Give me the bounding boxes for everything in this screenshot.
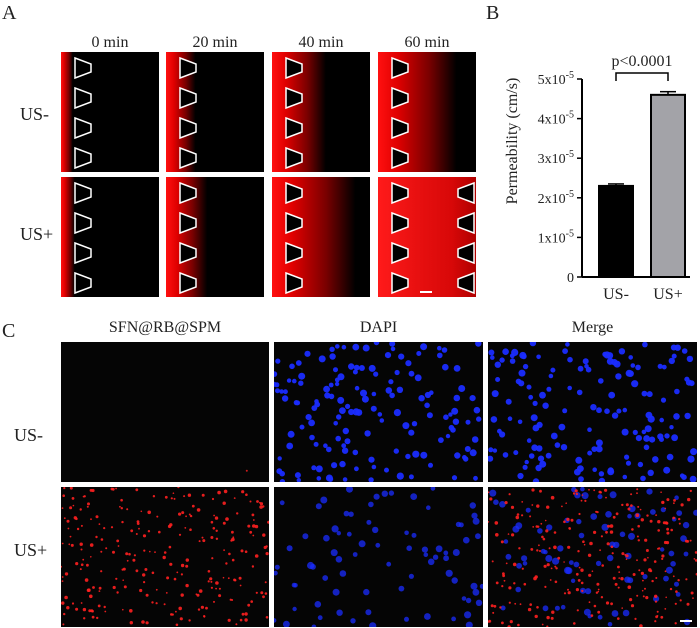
- diffusion-tile: [61, 177, 159, 297]
- well-marker-icon: [457, 211, 475, 235]
- well-marker-icon: [391, 181, 409, 205]
- fluorescence-tile: [488, 487, 697, 627]
- significance-label: p<0.0001: [611, 53, 672, 70]
- bar-us-minus: [598, 184, 634, 278]
- x-tick-label: US+: [653, 286, 682, 303]
- well-marker-icon: [285, 241, 303, 265]
- well-marker-icon: [179, 146, 197, 170]
- fluorescence-tile: [274, 487, 483, 627]
- diffusion-tile: [61, 52, 159, 172]
- y-tick-label: 5x10-5: [538, 70, 574, 88]
- well-marker-icon: [74, 271, 92, 295]
- row-label-c-us-minus: US-: [14, 425, 44, 445]
- well-marker-icon: [179, 116, 197, 140]
- well-marker-icon: [179, 211, 197, 235]
- col-label-sfn: SFN@RB@SPM: [108, 319, 222, 336]
- well-marker-icon: [285, 86, 303, 110]
- row-label-us-minus: US-: [20, 104, 50, 124]
- diffusion-tile: [378, 177, 476, 297]
- time-label-40: 40 min: [298, 34, 344, 51]
- time-label-0: 0 min: [91, 34, 129, 51]
- well-marker-icon: [74, 116, 92, 140]
- col-label-merge: Merge: [571, 319, 614, 336]
- well-marker-icon: [179, 181, 197, 205]
- fluorescence-tile: [61, 342, 269, 482]
- bar-us-plus: [650, 93, 686, 279]
- well-marker-icon: [457, 241, 475, 265]
- fluorescence-tile: [488, 342, 697, 482]
- row-label-us-plus: US+: [20, 224, 54, 244]
- y-tick-label: 0: [567, 271, 574, 286]
- y-tick-label: 2x10-5: [538, 189, 574, 207]
- time-label-20: 20 min: [192, 34, 238, 51]
- well-marker-icon: [74, 86, 92, 110]
- panel-c-letter: C: [2, 320, 16, 342]
- well-marker-icon: [285, 56, 303, 80]
- scale-bar-a: [420, 291, 432, 293]
- fluorescence-tile: [274, 342, 483, 482]
- well-marker-icon: [285, 181, 303, 205]
- well-marker-icon: [74, 146, 92, 170]
- panel-a-letter: A: [2, 2, 17, 24]
- row-label-c-us-plus: US+: [14, 540, 48, 560]
- significance-bracket: [615, 72, 669, 81]
- well-marker-icon: [391, 211, 409, 235]
- well-marker-icon: [179, 241, 197, 265]
- well-marker-icon: [179, 271, 197, 295]
- diffusion-tile: [378, 52, 476, 172]
- well-marker-icon: [74, 211, 92, 235]
- well-marker-icon: [391, 56, 409, 80]
- panel-b-letter: B: [486, 2, 500, 24]
- well-marker-icon: [285, 211, 303, 235]
- time-label-60: 60 min: [404, 34, 450, 51]
- well-marker-icon: [74, 181, 92, 205]
- well-marker-icon: [179, 86, 197, 110]
- well-marker-icon: [179, 56, 197, 80]
- y-tick-label: 1x10-5: [538, 228, 574, 246]
- permeability-bar-chart: 0 1x10-5 2x10-5 3x10-5 4x10-5 5x10-5 US- US+ p<0…: [538, 53, 690, 303]
- well-marker-icon: [74, 56, 92, 80]
- col-label-dapi: DAPI: [359, 319, 398, 336]
- fluorescence-tile: [61, 487, 269, 627]
- well-marker-icon: [74, 241, 92, 265]
- diffusion-tile: [272, 177, 370, 297]
- y-tick-label: 4x10-5: [538, 110, 574, 128]
- y-tick-label: 3x10-5: [538, 149, 574, 167]
- well-marker-icon: [391, 271, 409, 295]
- well-marker-icon: [391, 146, 409, 170]
- x-tick-label: US-: [603, 286, 629, 303]
- diffusion-tile: [272, 52, 370, 172]
- diffusion-tile: [166, 52, 264, 172]
- well-marker-icon: [285, 271, 303, 295]
- well-marker-icon: [391, 86, 409, 110]
- well-marker-icon: [391, 116, 409, 140]
- well-marker-icon: [285, 146, 303, 170]
- scale-bar-c: [680, 620, 692, 622]
- well-marker-icon: [391, 241, 409, 265]
- well-marker-icon: [457, 181, 475, 205]
- well-marker-icon: [457, 271, 475, 295]
- well-marker-icon: [285, 116, 303, 140]
- diffusion-tile: [166, 177, 264, 297]
